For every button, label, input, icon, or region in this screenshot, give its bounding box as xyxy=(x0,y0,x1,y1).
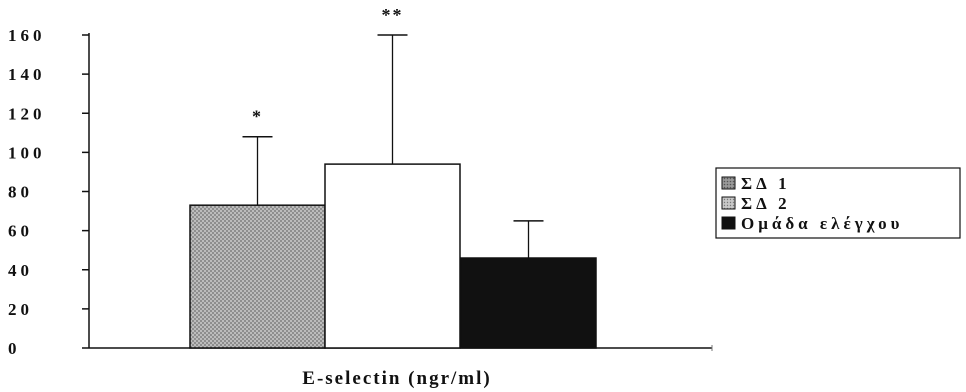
y-tick-label-0: 0 xyxy=(8,339,21,358)
x-axis-label: E-selectin (ngr/ml) xyxy=(302,368,491,389)
legend-label-1: ΣΔ 1 xyxy=(741,174,791,193)
error-bars-group xyxy=(242,34,544,259)
y-tick-label-140: 140 xyxy=(8,65,46,84)
y-tick-label-40: 40 xyxy=(8,261,33,280)
legend-label-3: Ομάδα ελέγχου xyxy=(741,214,903,233)
y-tick-label-80: 80 xyxy=(8,183,33,202)
legend-swatch-2 xyxy=(721,196,736,210)
y-tick-label-20: 20 xyxy=(8,300,33,319)
significance-marker-1: * xyxy=(252,107,263,127)
bar-2 xyxy=(324,163,461,349)
significance-marker-2: ** xyxy=(382,5,404,25)
bar-1 xyxy=(189,204,326,349)
legend-swatch-3 xyxy=(721,216,736,230)
y-tick-label-120: 120 xyxy=(8,104,46,123)
bars-group xyxy=(189,163,597,349)
legend-box xyxy=(715,167,961,239)
y-tick-label-160: 160 xyxy=(8,26,46,45)
significance-markers-group: *** xyxy=(252,5,404,127)
y-tick-label-100: 100 xyxy=(8,143,46,162)
legend-label-2: ΣΔ 2 xyxy=(741,194,791,213)
legend-swatch-1 xyxy=(721,176,736,190)
bar-3 xyxy=(460,257,597,349)
y-tick-label-60: 60 xyxy=(8,222,33,241)
